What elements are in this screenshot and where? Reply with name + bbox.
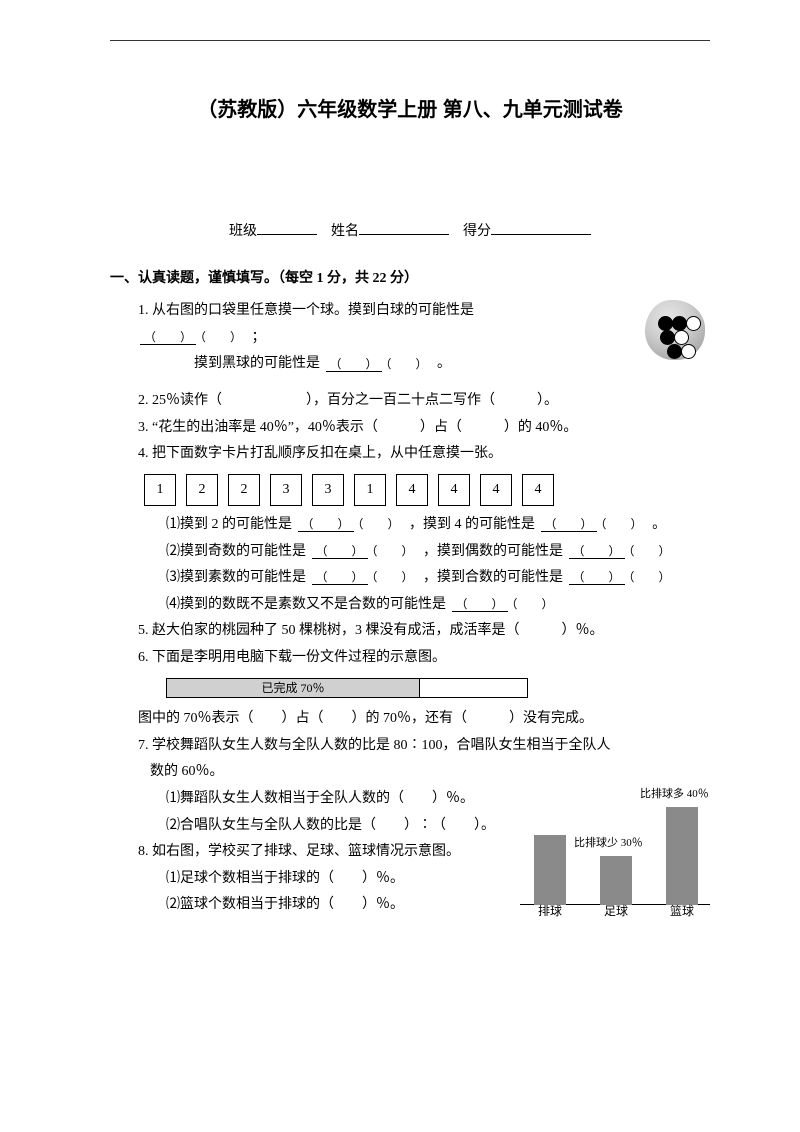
q4s4: ⑷摸到的数既不是素数又不是合数的可能性是 (166, 597, 446, 612)
q4-sub4: ⑷摸到的数既不是素数又不是合数的可能性是 （ ）（ ） (166, 592, 710, 619)
number-card: 3 (270, 474, 302, 506)
chart-bar-note: 比排球少 30％ (574, 833, 643, 854)
number-card: 4 (522, 474, 554, 506)
fraction-blank[interactable]: （ ）（ ） (569, 545, 675, 558)
q4s1a: ⑴摸到 2 的可能性是 (166, 517, 292, 532)
score-label: 得分 (463, 224, 491, 239)
name-blank[interactable] (359, 220, 449, 235)
page: （苏教版）六年级数学上册 第八、九单元测试卷 班级 姓名 得分 一、认真读题，谨… (0, 0, 800, 959)
fraction-blank[interactable]: （ ）（ ） (298, 518, 404, 531)
question-6-intro: 6. 下面是李明用电脑下载一份文件过程的示意图。 (138, 645, 710, 672)
number-card: 2 (228, 474, 260, 506)
period: 。 (437, 356, 451, 371)
fraction-blank[interactable]: （ ）（ ） (541, 518, 647, 531)
q4-sub3: ⑶摸到素数的可能性是 （ ）（ ） ，摸到合数的可能性是 （ ）（ ） (166, 565, 710, 592)
chart-bar-label: 篮球 (652, 900, 712, 923)
number-cards: 1223314444 (144, 474, 710, 506)
number-card: 3 (312, 474, 344, 506)
q4s3b: ，摸到合数的可能性是 (423, 570, 563, 585)
question-3: 3. “花生的出油率是 40％”，40％表示（ ）占（ ）的 40％。 (138, 415, 710, 442)
question-6-line: 图中的 70％表示（ ）占（ ）的 70％，还有（ ）没有完成。 (138, 706, 710, 733)
question-7-intro: 7. 学校舞蹈队女生人数与全队人数的比是 80∶100，合唱队女生相当于全队人 (138, 733, 710, 760)
semicolon: ； (252, 330, 266, 345)
chart-bar (666, 807, 698, 905)
number-card: 2 (186, 474, 218, 506)
progress-inner: 已完成 70％ (167, 679, 420, 697)
fraction-blank[interactable]: （ ）（ ） (569, 571, 675, 584)
progress-label: 已完成 70％ (261, 681, 324, 695)
page-title: （苏教版）六年级数学上册 第八、九单元测试卷 (110, 91, 710, 129)
q4s1end: 。 (652, 517, 666, 532)
q7-q8-block: 7. 学校舞蹈队女生人数与全队人数的比是 80∶100，合唱队女生相当于全队人 … (110, 733, 710, 919)
question-2: 2. 25％读作（ ），百分之一百二十点二写作（ ）。 (138, 388, 710, 415)
q4s3a: ⑶摸到素数的可能性是 (166, 570, 306, 585)
question-5: 5. 赵大伯家的桃园种了 50 棵桃树，3 棵没有成活，成活率是（ ）％。 (138, 618, 710, 645)
top-rule (110, 40, 710, 41)
chart-bar (534, 835, 566, 905)
number-card: 4 (480, 474, 512, 506)
q4-sub1: ⑴摸到 2 的可能性是 （ ）（ ） ，摸到 4 的可能性是 （ ）（ ） 。 (166, 512, 710, 539)
ball-bar-chart: 排球足球 比排球少 30％ 篮球 比排球多 40％ (510, 773, 720, 923)
name-label: 姓名 (331, 224, 359, 239)
chart-bar-label: 排球 (520, 900, 580, 923)
number-card: 4 (396, 474, 428, 506)
q1-line2: 摸到黑球的可能性是 (194, 356, 320, 371)
number-card: 1 (354, 474, 386, 506)
fraction-blank[interactable]: （ ）（ ） (312, 571, 418, 584)
q4s1b: ，摸到 4 的可能性是 (409, 517, 535, 532)
q4s2a: ⑵摸到奇数的可能性是 (166, 544, 306, 559)
question-4-intro: 4. 把下面数字卡片打乱顺序反扣在桌上，从中任意摸一张。 (138, 441, 710, 468)
class-label: 班级 (229, 224, 257, 239)
fraction-blank[interactable]: （ ）（ ） (452, 598, 558, 611)
number-card: 4 (438, 474, 470, 506)
progress-outer: 已完成 70％ (166, 678, 528, 698)
score-blank[interactable] (491, 220, 591, 235)
chart-bar (600, 856, 632, 905)
fraction-blank[interactable]: （ ）（ ） (326, 358, 432, 371)
q4-sub2: ⑵摸到奇数的可能性是 （ ）（ ） ，摸到偶数的可能性是 （ ）（ ） (166, 539, 710, 566)
question-1: 1. 从右图的口袋里任意摸一个球。摸到白球的可能性是 （ ）（ ） ； 摸到黑球… (138, 298, 710, 388)
ball-bag-figure (640, 298, 710, 368)
number-card: 1 (144, 474, 176, 506)
q4s2b: ，摸到偶数的可能性是 (423, 544, 563, 559)
student-info-line: 班级 姓名 得分 (110, 219, 710, 246)
fraction-blank[interactable]: （ ）（ ） (140, 331, 246, 344)
chart-bar-note: 比排球多 40％ (640, 784, 709, 805)
download-progress: 已完成 70％ (166, 676, 710, 703)
white-ball-icon (681, 344, 696, 359)
chart-bar-label: 足球 (586, 900, 646, 923)
q1-text: 1. 从右图的口袋里任意摸一个球。摸到白球的可能性是 (138, 303, 474, 318)
class-blank[interactable] (257, 220, 317, 235)
section-1-heading: 一、认真读题，谨慎填写。（每空 1 分，共 22 分） (110, 266, 710, 293)
fraction-blank[interactable]: （ ）（ ） (312, 545, 418, 558)
